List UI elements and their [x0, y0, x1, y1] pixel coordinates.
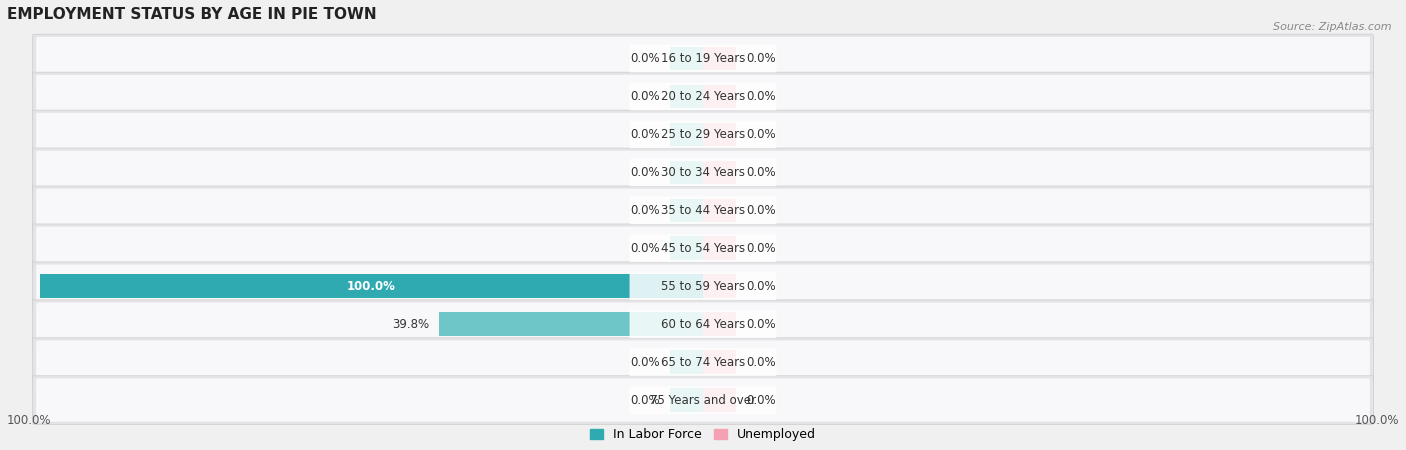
FancyBboxPatch shape	[630, 348, 776, 376]
Text: 0.0%: 0.0%	[747, 128, 776, 141]
Text: 0.0%: 0.0%	[747, 356, 776, 369]
FancyBboxPatch shape	[32, 338, 1374, 387]
Text: 65 to 74 Years: 65 to 74 Years	[661, 356, 745, 369]
FancyBboxPatch shape	[630, 272, 776, 300]
FancyBboxPatch shape	[37, 189, 1369, 232]
FancyBboxPatch shape	[37, 75, 1369, 118]
Bar	[703, 237, 737, 260]
Text: 0.0%: 0.0%	[630, 394, 659, 406]
Bar	[703, 198, 737, 222]
Text: 100.0%: 100.0%	[347, 280, 396, 292]
Text: 16 to 19 Years: 16 to 19 Years	[661, 52, 745, 65]
FancyBboxPatch shape	[630, 45, 776, 72]
Text: 0.0%: 0.0%	[630, 204, 659, 217]
Text: 0.0%: 0.0%	[747, 318, 776, 331]
Bar	[703, 274, 737, 298]
Bar	[41, 274, 703, 298]
FancyBboxPatch shape	[37, 265, 1369, 308]
FancyBboxPatch shape	[630, 158, 776, 186]
Bar	[669, 85, 703, 108]
Text: 0.0%: 0.0%	[630, 242, 659, 255]
FancyBboxPatch shape	[32, 72, 1374, 121]
FancyBboxPatch shape	[32, 110, 1374, 159]
FancyBboxPatch shape	[32, 186, 1374, 234]
FancyBboxPatch shape	[37, 302, 1369, 346]
Text: 0.0%: 0.0%	[747, 52, 776, 65]
FancyBboxPatch shape	[630, 234, 776, 262]
Bar	[703, 47, 737, 70]
Text: 0.0%: 0.0%	[630, 52, 659, 65]
Text: 0.0%: 0.0%	[747, 394, 776, 406]
FancyBboxPatch shape	[630, 197, 776, 224]
Bar	[669, 123, 703, 146]
FancyBboxPatch shape	[37, 37, 1369, 80]
Bar	[439, 312, 703, 336]
Text: 0.0%: 0.0%	[630, 90, 659, 103]
Text: 35 to 44 Years: 35 to 44 Years	[661, 204, 745, 217]
Bar	[669, 388, 703, 412]
Bar	[669, 161, 703, 184]
FancyBboxPatch shape	[32, 148, 1374, 197]
Text: 55 to 59 Years: 55 to 59 Years	[661, 280, 745, 292]
Bar	[703, 85, 737, 108]
FancyBboxPatch shape	[37, 151, 1369, 194]
Text: 0.0%: 0.0%	[747, 280, 776, 292]
FancyBboxPatch shape	[32, 262, 1374, 310]
Text: 0.0%: 0.0%	[747, 166, 776, 179]
FancyBboxPatch shape	[37, 227, 1369, 270]
Bar	[703, 388, 737, 412]
Text: 75 Years and over: 75 Years and over	[650, 394, 756, 406]
Text: 0.0%: 0.0%	[630, 356, 659, 369]
Text: 39.8%: 39.8%	[392, 318, 429, 331]
FancyBboxPatch shape	[630, 310, 776, 338]
Text: 0.0%: 0.0%	[747, 90, 776, 103]
Bar	[669, 198, 703, 222]
Text: Source: ZipAtlas.com: Source: ZipAtlas.com	[1274, 22, 1392, 32]
Text: 100.0%: 100.0%	[1354, 414, 1399, 428]
FancyBboxPatch shape	[37, 341, 1369, 384]
Bar	[703, 312, 737, 336]
FancyBboxPatch shape	[630, 386, 776, 414]
Text: 0.0%: 0.0%	[630, 128, 659, 141]
Text: 60 to 64 Years: 60 to 64 Years	[661, 318, 745, 331]
Bar	[669, 237, 703, 260]
Bar	[669, 47, 703, 70]
FancyBboxPatch shape	[630, 121, 776, 148]
FancyBboxPatch shape	[32, 300, 1374, 348]
Text: 20 to 24 Years: 20 to 24 Years	[661, 90, 745, 103]
FancyBboxPatch shape	[630, 83, 776, 110]
Text: 0.0%: 0.0%	[630, 166, 659, 179]
FancyBboxPatch shape	[37, 378, 1369, 422]
FancyBboxPatch shape	[32, 224, 1374, 273]
Text: 25 to 29 Years: 25 to 29 Years	[661, 128, 745, 141]
Text: EMPLOYMENT STATUS BY AGE IN PIE TOWN: EMPLOYMENT STATUS BY AGE IN PIE TOWN	[7, 7, 377, 22]
FancyBboxPatch shape	[32, 376, 1374, 424]
Legend: In Labor Force, Unemployed: In Labor Force, Unemployed	[585, 423, 821, 446]
Bar	[703, 351, 737, 374]
Text: 0.0%: 0.0%	[747, 242, 776, 255]
FancyBboxPatch shape	[37, 113, 1369, 156]
FancyBboxPatch shape	[32, 34, 1374, 83]
Text: 30 to 34 Years: 30 to 34 Years	[661, 166, 745, 179]
Bar	[703, 161, 737, 184]
Text: 0.0%: 0.0%	[747, 204, 776, 217]
Text: 100.0%: 100.0%	[7, 414, 52, 428]
Text: 45 to 54 Years: 45 to 54 Years	[661, 242, 745, 255]
Bar	[669, 351, 703, 374]
Bar	[703, 123, 737, 146]
